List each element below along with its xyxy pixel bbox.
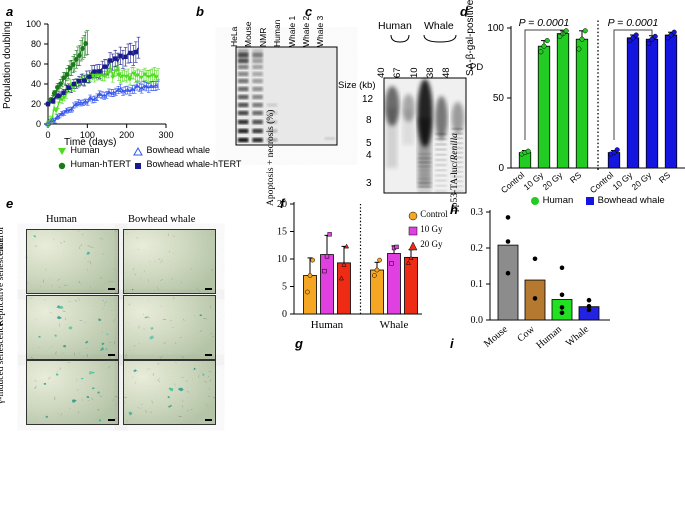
svg-text:0.0: 0.0 bbox=[471, 315, 484, 326]
svg-text:60: 60 bbox=[31, 59, 41, 69]
svg-text:200: 200 bbox=[119, 130, 134, 140]
svg-text:0: 0 bbox=[498, 163, 504, 174]
svg-text:RS: RS bbox=[657, 170, 673, 185]
svg-text:0: 0 bbox=[282, 309, 287, 320]
svg-text:20: 20 bbox=[31, 99, 41, 109]
svg-text:50: 50 bbox=[493, 93, 505, 104]
svg-text:15: 15 bbox=[277, 227, 287, 238]
svg-text:Whale: Whale bbox=[564, 324, 591, 350]
svg-text:RS: RS bbox=[568, 170, 584, 185]
svg-text:20 Gy: 20 Gy bbox=[629, 169, 653, 192]
svg-text:Cow: Cow bbox=[515, 323, 537, 344]
svg-text:20 Gy: 20 Gy bbox=[540, 169, 564, 192]
svg-text:40: 40 bbox=[31, 79, 41, 89]
svg-text:0.1: 0.1 bbox=[471, 279, 484, 290]
svg-text:0: 0 bbox=[36, 119, 41, 129]
svg-text:Mouse: Mouse bbox=[482, 324, 510, 350]
svg-text:10 Gy: 10 Gy bbox=[610, 169, 634, 192]
svg-text:0.3: 0.3 bbox=[471, 207, 484, 218]
svg-text:100: 100 bbox=[26, 19, 41, 29]
svg-text:10: 10 bbox=[277, 254, 287, 265]
svg-text:20: 20 bbox=[277, 199, 287, 210]
svg-text:0.2: 0.2 bbox=[471, 243, 484, 254]
svg-text:Whale: Whale bbox=[380, 319, 409, 331]
svg-text:10 Gy: 10 Gy bbox=[521, 169, 545, 192]
svg-text:5: 5 bbox=[282, 282, 287, 293]
svg-text:P = 0.0001: P = 0.0001 bbox=[608, 17, 659, 29]
svg-text:Control: Control bbox=[588, 170, 616, 195]
svg-text:100: 100 bbox=[487, 23, 504, 34]
svg-text:0: 0 bbox=[45, 130, 50, 140]
svg-text:80: 80 bbox=[31, 39, 41, 49]
svg-text:Human: Human bbox=[311, 319, 344, 331]
svg-text:P = 0.0001: P = 0.0001 bbox=[519, 17, 570, 29]
svg-text:300: 300 bbox=[158, 130, 173, 140]
svg-text:Human: Human bbox=[534, 324, 564, 351]
